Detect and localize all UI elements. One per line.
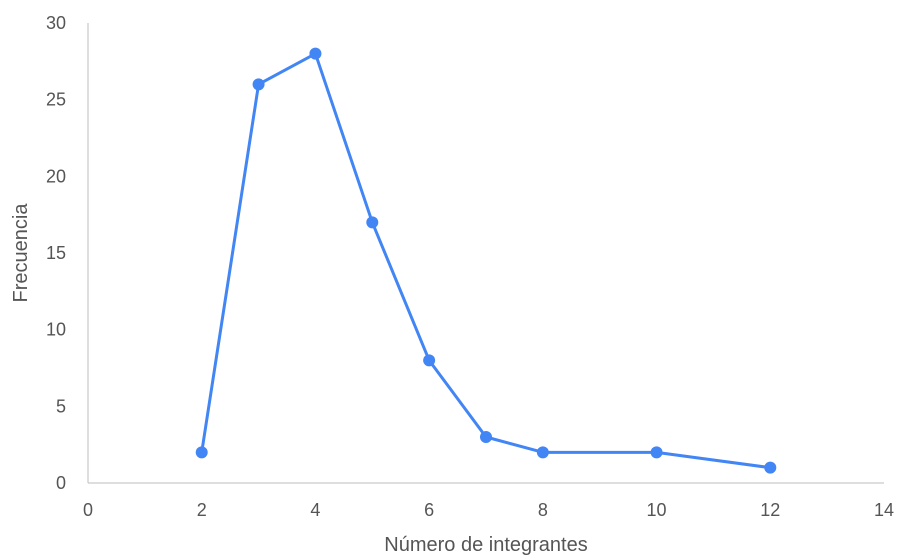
x-tick-label: 14 <box>874 500 894 520</box>
data-series <box>195 47 777 474</box>
x-tick-label: 2 <box>197 500 207 520</box>
y-axis-title: Frecuencia <box>10 203 32 303</box>
data-point <box>252 78 265 91</box>
x-tick-labels: 0 2 4 6 8 10 12 14 <box>83 500 894 520</box>
x-tick-label: 4 <box>310 500 320 520</box>
y-tick-label: 15 <box>46 243 66 263</box>
x-tick-label: 12 <box>760 500 780 520</box>
y-tick-label: 5 <box>56 396 66 416</box>
chart-axes <box>87 23 884 484</box>
data-point <box>764 461 777 474</box>
data-point <box>650 446 663 459</box>
data-point <box>309 47 322 60</box>
x-tick-label: 8 <box>538 500 548 520</box>
x-tick-label: 6 <box>424 500 434 520</box>
data-point <box>423 354 436 367</box>
data-point <box>366 216 379 229</box>
data-point <box>195 446 208 459</box>
x-tick-label: 0 <box>83 500 93 520</box>
series-line <box>200 52 771 470</box>
y-tick-label: 30 <box>46 13 66 33</box>
y-tick-label: 20 <box>46 166 66 186</box>
y-tick-labels: 0 5 10 15 20 25 30 <box>46 13 66 493</box>
x-tick-label: 10 <box>647 500 667 520</box>
x-axis-title: Número de integrantes <box>384 534 587 556</box>
y-tick-label: 10 <box>46 320 66 340</box>
data-point <box>536 446 549 459</box>
y-tick-label: 25 <box>46 90 66 110</box>
data-point <box>480 431 492 443</box>
y-tick-label: 0 <box>56 473 66 493</box>
